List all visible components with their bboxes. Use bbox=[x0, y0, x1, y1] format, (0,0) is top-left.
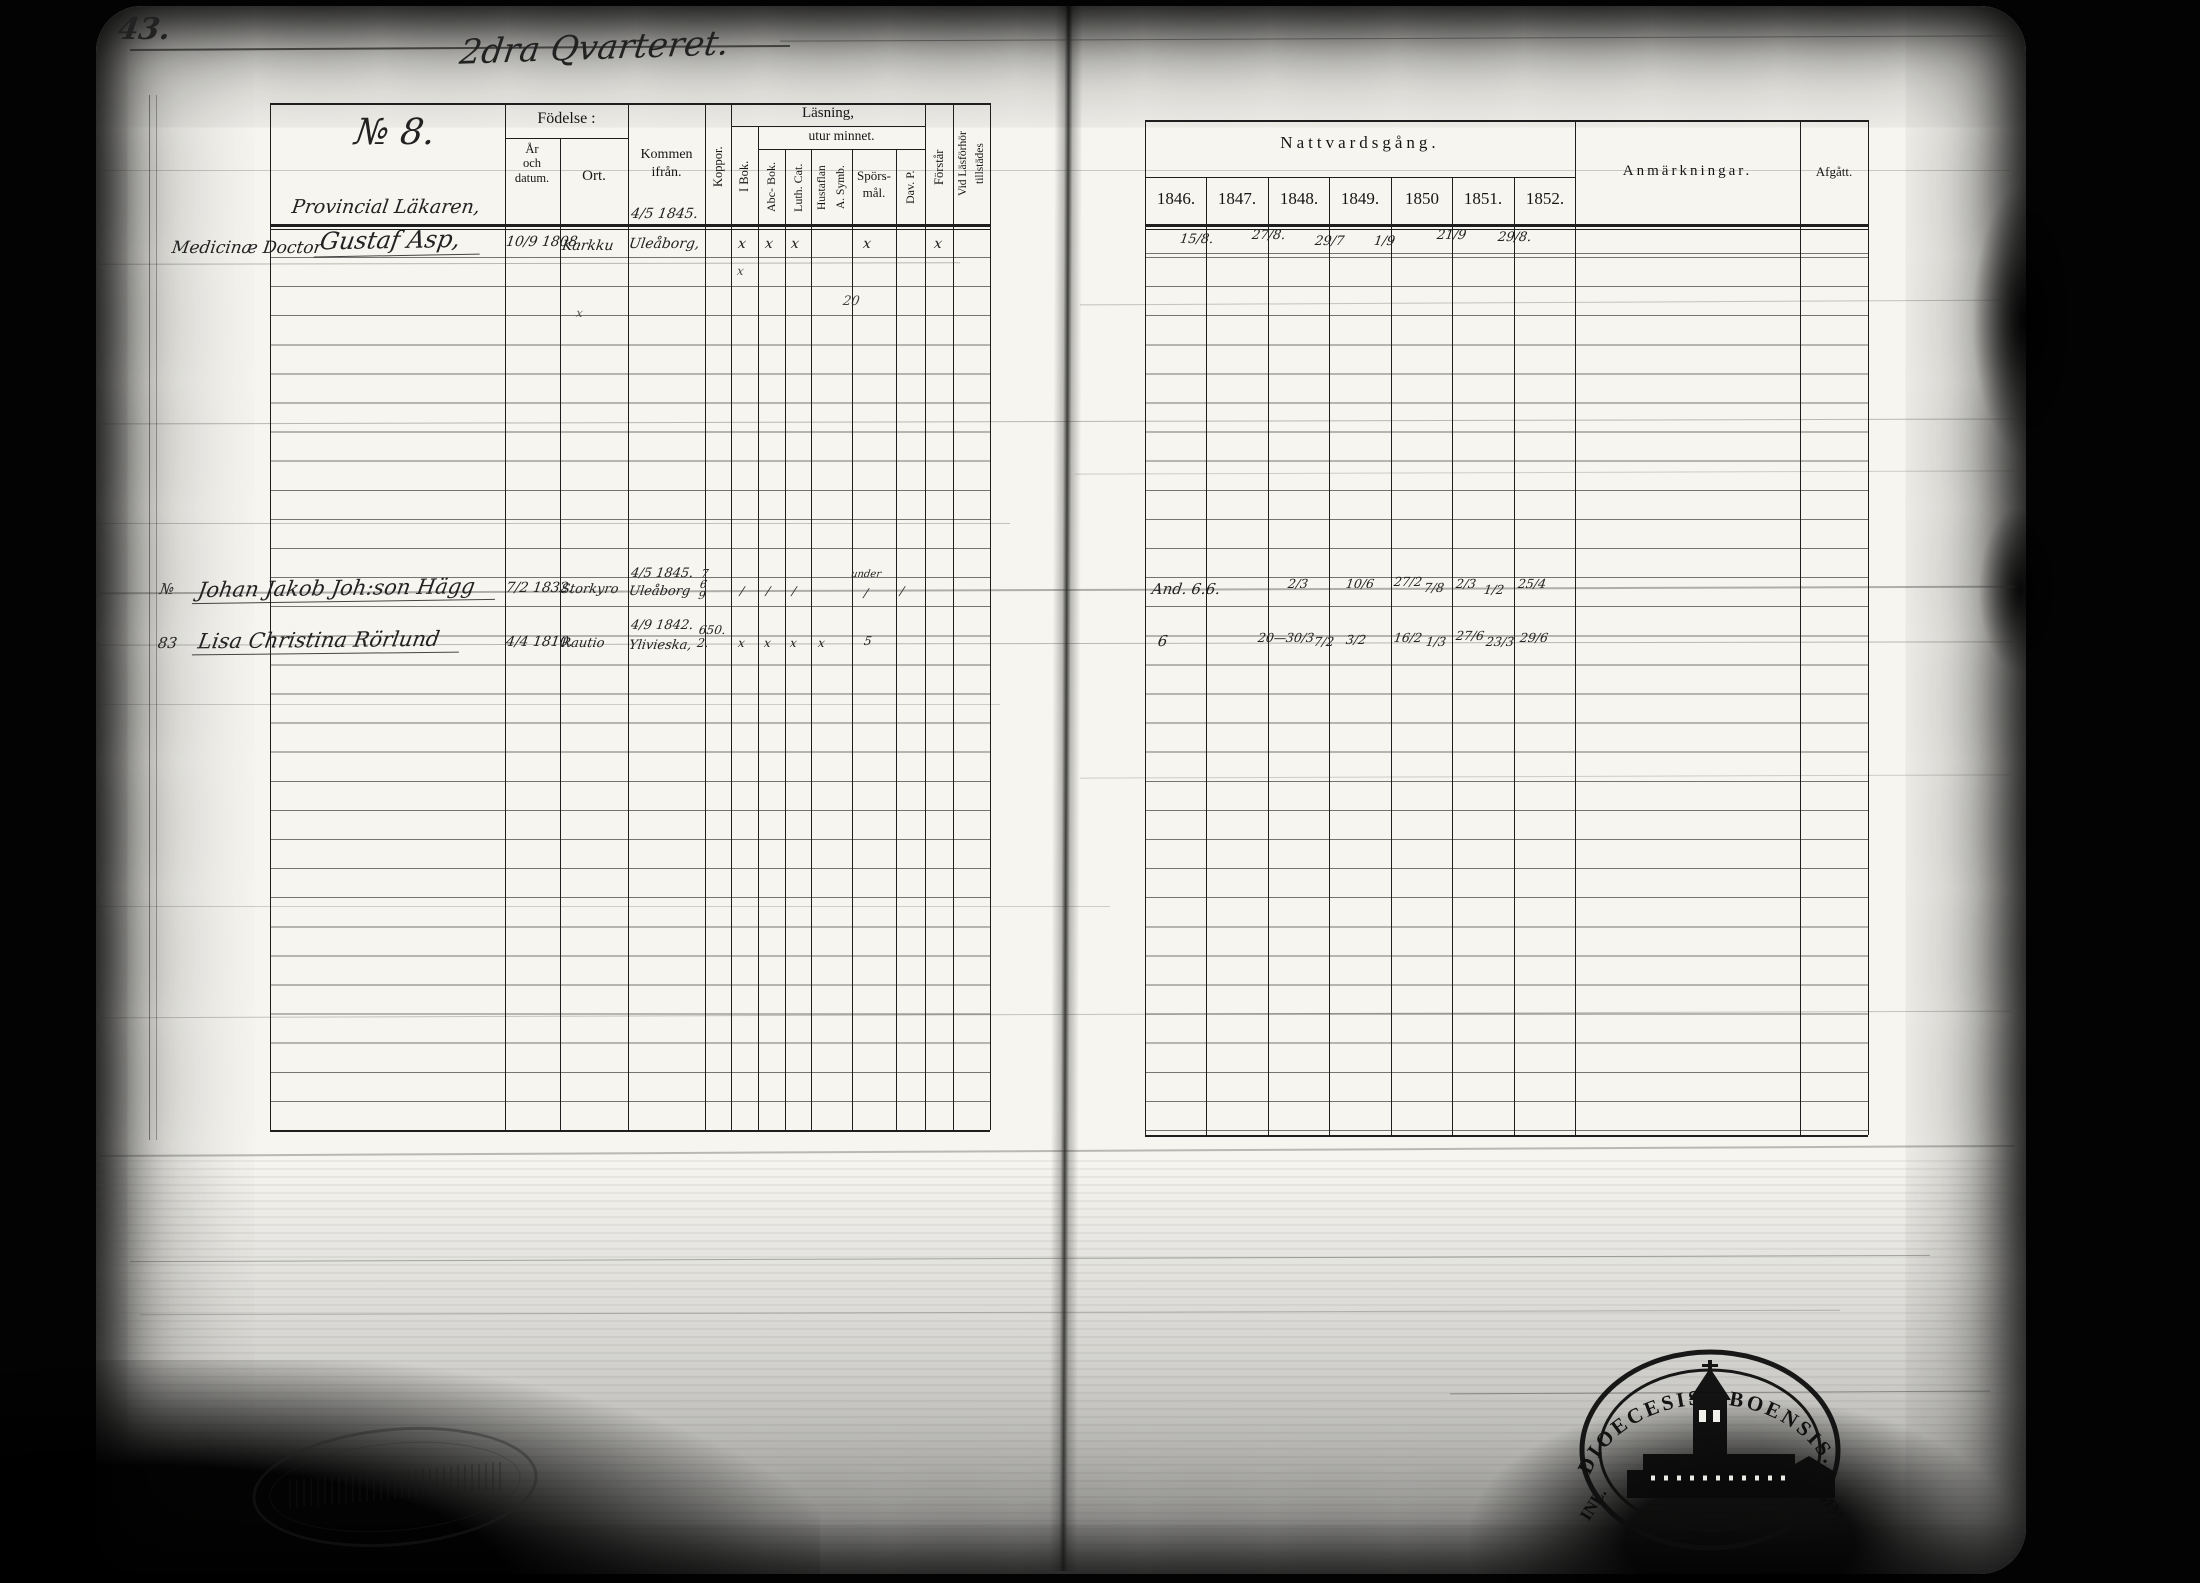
rowB-attendance-stack: 650. 2. bbox=[696, 623, 727, 650]
row1-communion-1848: 29/7 bbox=[1313, 234, 1346, 249]
rowA-communion-1849: 10/6 bbox=[1344, 576, 1376, 591]
table-line bbox=[270, 224, 990, 227]
col-header-asymb: A. Symb. bbox=[835, 165, 847, 210]
rowB-communion-1848b: 7/2 bbox=[1312, 634, 1336, 649]
row1-name: Gustaf Asp, bbox=[313, 224, 485, 258]
col-header-luth: Luth. Cat. bbox=[791, 163, 805, 212]
year-header-1847: 1847. bbox=[1217, 189, 1257, 208]
record-number: № 8. bbox=[352, 112, 438, 153]
margin-rule bbox=[156, 95, 157, 1140]
rowB-note-left: 6 bbox=[1156, 632, 1169, 650]
rowA-communion-1848: 2/3 bbox=[1286, 576, 1310, 591]
rowB-margin: 83 bbox=[156, 634, 179, 652]
row1-from-date: 4/5 1845. bbox=[629, 206, 700, 222]
rowB-communion-1852: 29/6 bbox=[1518, 630, 1550, 645]
row1-communion-1850: 21/9 bbox=[1435, 228, 1468, 243]
year-header-1850: 1850 bbox=[1405, 189, 1439, 208]
rowA-margin: № bbox=[158, 580, 176, 598]
rowA-communion-1850a: 27/2 bbox=[1392, 574, 1424, 589]
year-header-1852: 1852. bbox=[1525, 189, 1565, 208]
table-line bbox=[758, 149, 925, 150]
rowA-from-date: 4/5 1845. bbox=[629, 566, 695, 581]
rowA-communion-1851a: 2/3 bbox=[1454, 576, 1478, 591]
col-header-vid-lasforhor: Vid Läsförhör bbox=[957, 131, 969, 197]
col-header-fodelse: Födelse : bbox=[537, 110, 596, 127]
row1-communion-1847: 27/8. bbox=[1250, 228, 1287, 243]
rowB-communion-1850b: 1/3 bbox=[1424, 634, 1448, 649]
row1-communion-1849: 1/9 bbox=[1372, 234, 1396, 249]
rowB-from-place: Ylivieska, bbox=[627, 638, 693, 653]
col-header-kommen: Kommen ifrån. bbox=[640, 147, 693, 181]
scan-streak bbox=[100, 170, 2010, 171]
rowB-communion-1849: 3/2 bbox=[1344, 632, 1368, 647]
table-line bbox=[1868, 120, 1869, 1135]
rowA-communion-1852: 25/4 bbox=[1516, 576, 1548, 591]
rowA-communion-1850b: 7/8 bbox=[1422, 580, 1446, 595]
rowA-from-place: Uleåborg bbox=[627, 584, 692, 599]
stamp-outer-ring bbox=[1579, 1349, 1841, 1551]
right-row-lines bbox=[1145, 229, 1868, 1135]
year-header-1848: 1848. bbox=[1279, 189, 1319, 208]
page-number: 43. bbox=[115, 12, 173, 47]
table-line bbox=[1145, 1135, 1868, 1137]
record-subtitle: Provincial Läkaren, bbox=[290, 196, 482, 218]
col-header-ibok: I Bok. bbox=[737, 160, 751, 192]
stray-mark: 20 bbox=[841, 294, 861, 309]
year-header-1849: 1849. bbox=[1340, 189, 1380, 208]
row1-communion-1851: 29/8. bbox=[1496, 230, 1533, 245]
table-line bbox=[990, 103, 991, 1130]
rowA-ort: Storkyro bbox=[559, 582, 620, 597]
row1-ort: Karkku bbox=[560, 238, 615, 254]
rowB-communion-1850a: 16/2 bbox=[1392, 630, 1424, 645]
col-header-lasning: Läsning, bbox=[801, 105, 855, 121]
table-line bbox=[1145, 177, 1575, 178]
col-header-afgatt: Afgått. bbox=[1815, 164, 1853, 179]
table-line bbox=[270, 1130, 990, 1132]
rowB-communion-1847: 20— bbox=[1256, 630, 1288, 645]
col-header-davp: Dav. P. bbox=[903, 170, 917, 205]
margin-rule bbox=[149, 95, 150, 1140]
table-line bbox=[270, 103, 990, 105]
col-header-forstar: Förstår bbox=[932, 149, 946, 185]
table-line bbox=[505, 138, 628, 139]
rowB-ort: Rautio bbox=[559, 636, 606, 651]
col-header-hustaflan: Hustaflan bbox=[816, 165, 828, 210]
table-line bbox=[1145, 120, 1868, 122]
rowB-communion-1851b: 23/3 bbox=[1484, 634, 1516, 649]
row1-from-place: Uleåborg, bbox=[627, 236, 701, 252]
year-header-1851: 1851. bbox=[1463, 189, 1503, 208]
rowA-communion-1851b: 1/2 bbox=[1482, 582, 1506, 597]
rowB-from-date: 4/9 1842. bbox=[629, 618, 695, 633]
table-line bbox=[731, 126, 925, 127]
col-header-nattvardsgang: Nattvardsgång. bbox=[1280, 133, 1440, 152]
row1-margin-title: Medicinæ Doctor bbox=[170, 238, 324, 258]
col-header-abc: Abc- Bok. bbox=[764, 162, 778, 213]
left-row-lines bbox=[270, 229, 990, 1130]
col-header-anmarkningar: Anmärkningar. bbox=[1622, 163, 1753, 179]
table-line bbox=[1145, 224, 1868, 227]
col-header-sporsmal: Spörs- mål. bbox=[857, 168, 891, 200]
col-header-ar-datum: År och datum. bbox=[514, 142, 550, 185]
rowA-name: Johan Jakob Joh:son Hägg bbox=[191, 573, 499, 605]
diocese-stamp: DIOECESIS ABOENSIS. INL. MM. bbox=[1573, 1349, 1851, 1551]
rowB-communion-1851a: 27/6 bbox=[1454, 628, 1486, 643]
rowA-note-left: And. 6.6. bbox=[1150, 580, 1222, 598]
col-header-tillstades: tillstädes bbox=[974, 143, 986, 185]
rowB-communion-1848a: 30/3 bbox=[1284, 630, 1316, 645]
stamp-church-silhouette bbox=[1627, 1360, 1835, 1498]
col-header-utur-minnet: utur minnet. bbox=[808, 128, 875, 143]
col-header-koppor: Koppor. bbox=[711, 146, 725, 188]
rowA-mark-under: under bbox=[850, 569, 882, 580]
row1-communion-1846: 15/8. bbox=[1178, 232, 1215, 247]
rowB-name: Lisa Christina Rörlund bbox=[191, 626, 464, 656]
year-header-1846: 1846. bbox=[1156, 189, 1196, 208]
col-header-ort: Ort. bbox=[582, 168, 606, 184]
